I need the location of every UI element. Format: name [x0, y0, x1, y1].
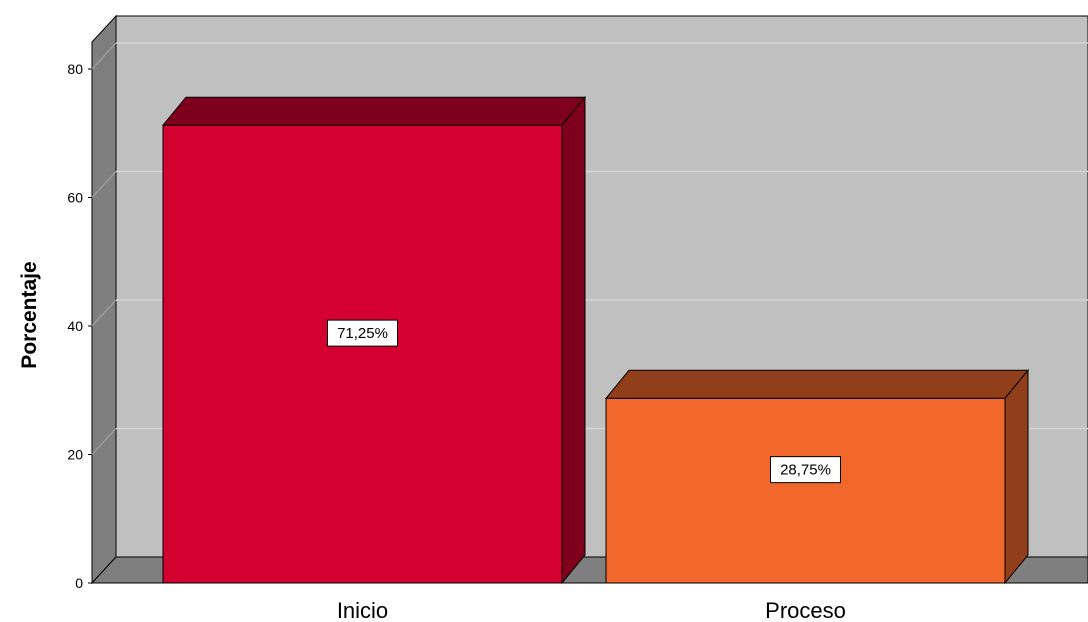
y-tick-label: 40 [67, 318, 83, 334]
bar-front [605, 397, 1006, 584]
y-tick-label: 60 [67, 190, 83, 206]
bar-side [561, 95, 586, 585]
bar-front [162, 124, 563, 584]
data-label-text: 71,25% [337, 325, 388, 342]
data-label-text: 28,75% [780, 462, 831, 479]
gridline-side [91, 299, 117, 327]
x-category-label: Proceso [765, 598, 846, 622]
data-label-box [770, 456, 841, 484]
bar-inicio: 71,25% [161, 95, 587, 585]
side-wall [91, 14, 117, 585]
bar-proceso: 28,75% [604, 368, 1030, 585]
gridline-side [91, 42, 117, 70]
data-label-box [327, 319, 398, 347]
x-axis-labels: Inicio Proceso [337, 598, 846, 622]
gridline-side [91, 170, 117, 199]
data-label: 28,75% [770, 456, 841, 484]
y-tick-label: 20 [67, 447, 83, 463]
bar-side [1004, 368, 1029, 585]
y-axis-title: Porcentaje [18, 261, 41, 368]
bar-top [604, 369, 1030, 399]
y-tick-label: 0 [75, 575, 83, 591]
bars: 71,25% 28,75% [161, 95, 1030, 585]
y-tick-label: 80 [67, 61, 83, 77]
bar-top [161, 96, 587, 126]
y-axis-ticks: 0 20 40 60 80 [67, 61, 92, 591]
data-label: 71,25% [327, 319, 398, 347]
x-category-label: Inicio [337, 598, 388, 622]
gridline-side [91, 427, 117, 456]
